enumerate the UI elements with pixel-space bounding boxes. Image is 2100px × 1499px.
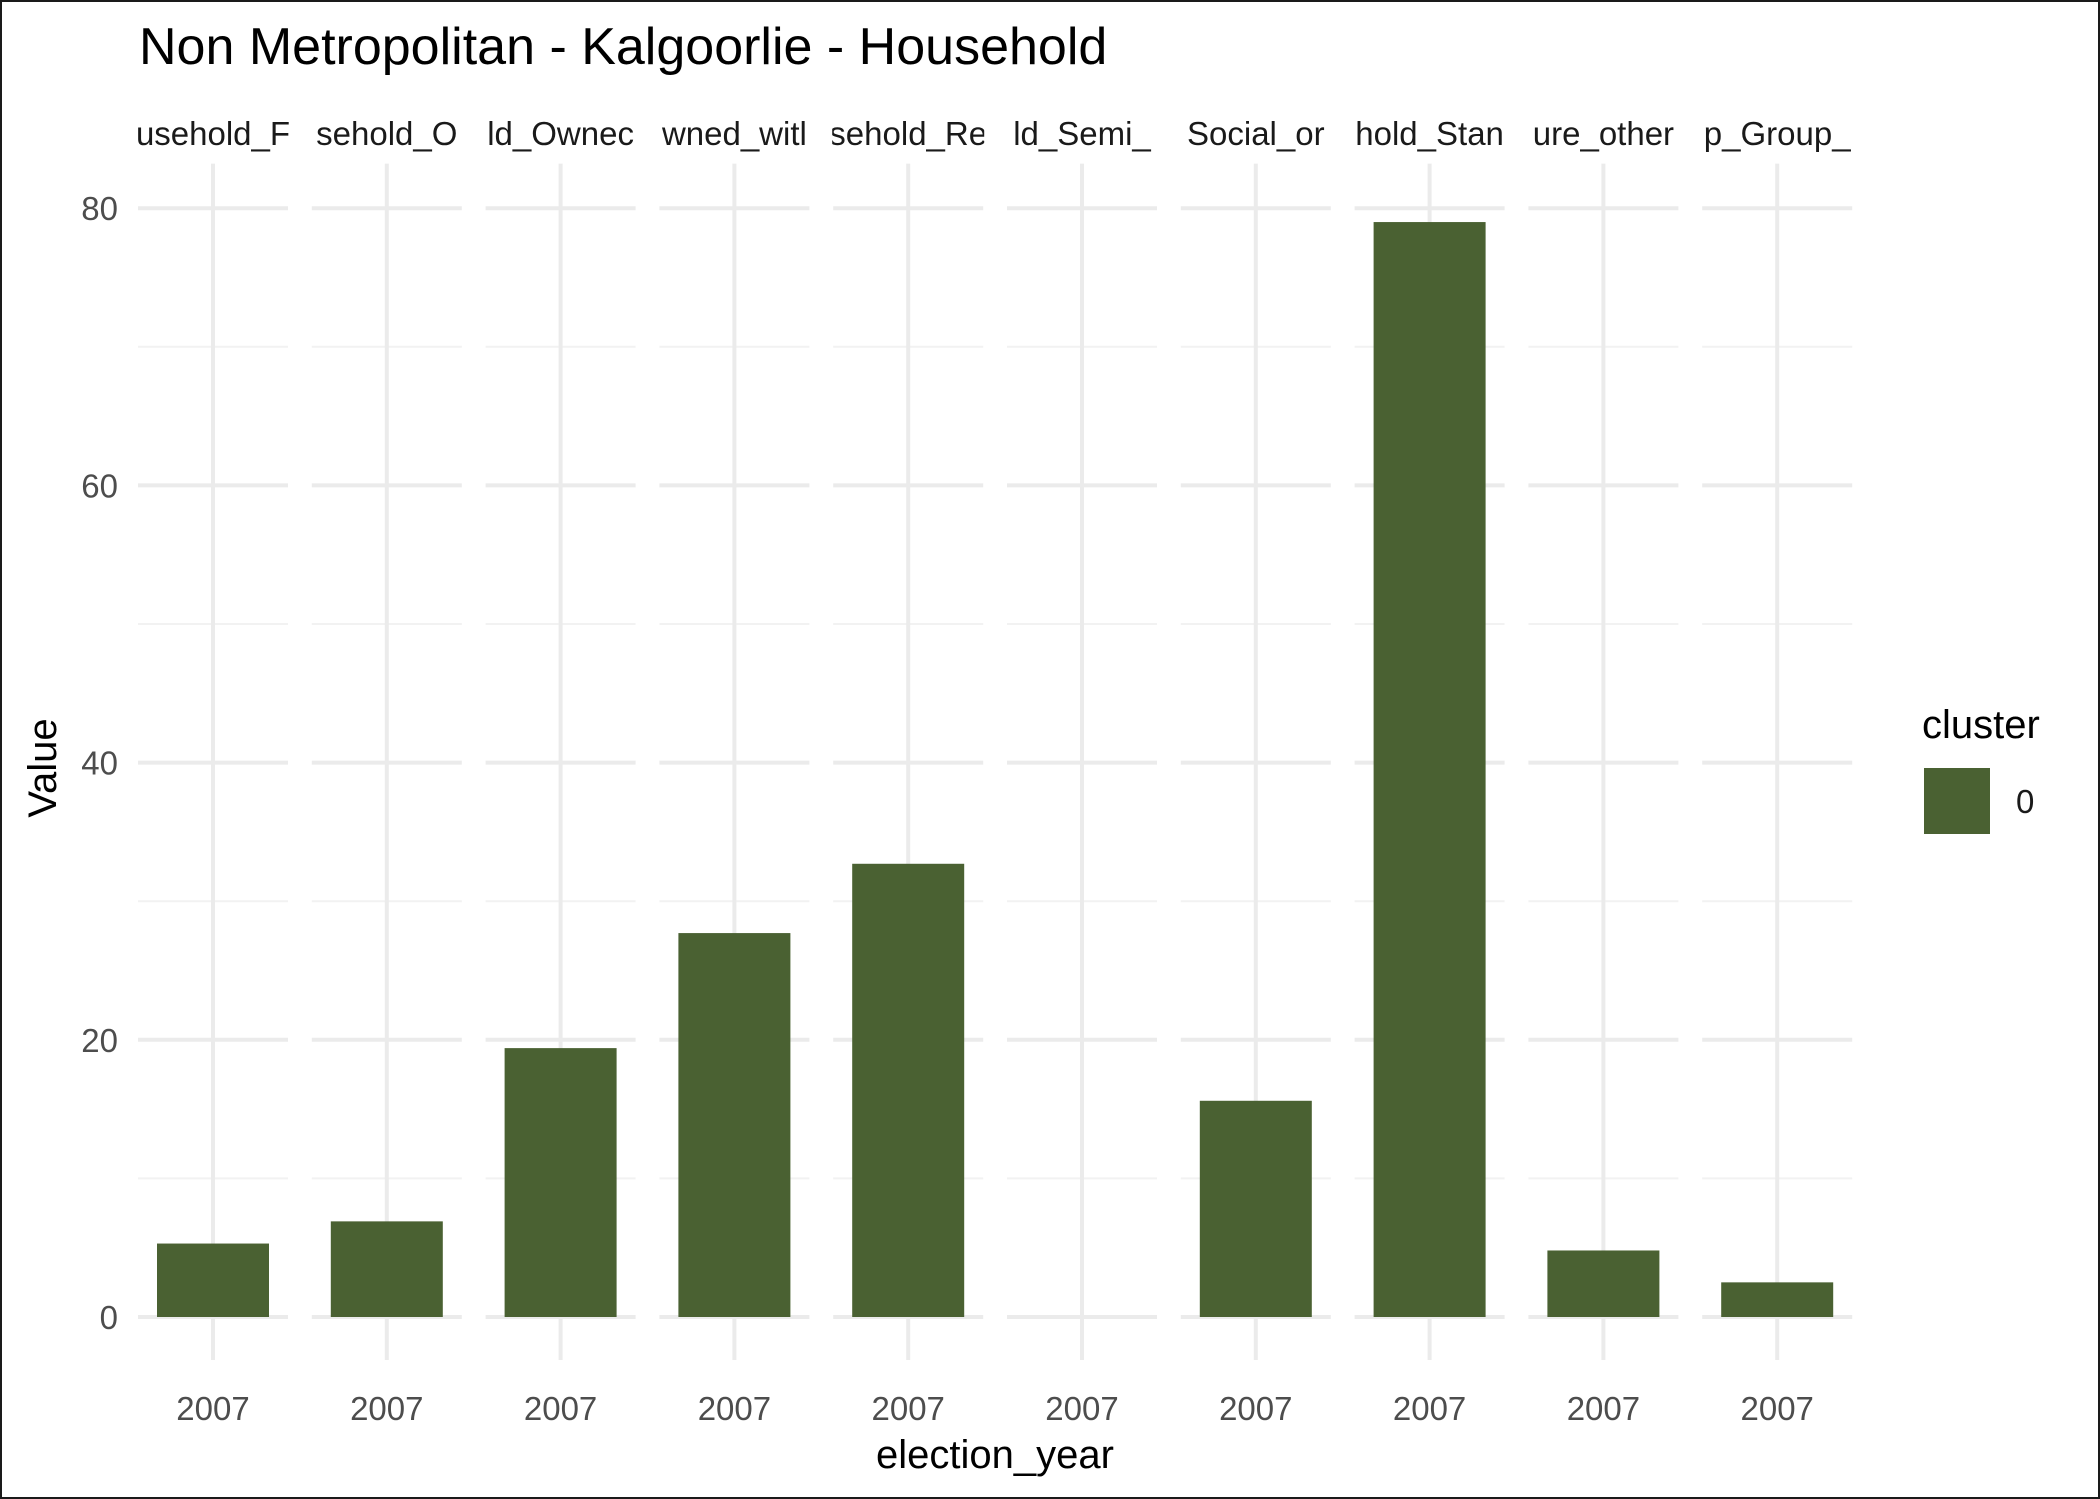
bar-2 — [504, 1048, 617, 1317]
x-tick-label-8: 2007 — [1567, 1390, 1640, 1427]
bars-layer — [157, 222, 1834, 1317]
x-tick-label-1: 2007 — [350, 1390, 423, 1427]
facet-strip-label-5: ld_Semi_ — [1013, 115, 1151, 152]
y-tick-label-20: 20 — [81, 1022, 118, 1059]
bar-7 — [1373, 222, 1486, 1317]
x-tick-label-7: 2007 — [1393, 1390, 1466, 1427]
bar-3 — [678, 933, 791, 1317]
x-axis-title: election_year — [876, 1433, 1114, 1477]
x-tick-label-6: 2007 — [1219, 1390, 1292, 1427]
chart-title: Non Metropolitan - Kalgoorlie - Househol… — [139, 18, 1107, 76]
legend-label-0: 0 — [2016, 783, 2034, 820]
bar-0 — [157, 1243, 269, 1317]
y-axis-ticks: 0 20 40 60 80 — [81, 190, 118, 1336]
legend-title: cluster — [1922, 703, 2040, 747]
y-axis-title: Value — [21, 718, 65, 817]
facet-strip-label-3: wned_witl — [661, 115, 807, 152]
y-tick-label-60: 60 — [81, 467, 118, 504]
y-tick-label-80: 80 — [81, 190, 118, 227]
y-tick-label-0: 0 — [100, 1299, 118, 1336]
x-tick-label-5: 2007 — [1045, 1390, 1118, 1427]
bar-6 — [1199, 1100, 1312, 1317]
legend: cluster 0 — [1922, 703, 2040, 834]
bar-4 — [852, 863, 965, 1317]
facet-strip-label-7: hold_Stan — [1355, 115, 1504, 152]
facet-strips: usehold_F sehold_O ld_Ownec wned_witl sehold… — [136, 115, 1851, 152]
x-tick-label-3: 2007 — [698, 1390, 771, 1427]
facet-strip-label-2: ld_Ownec — [487, 115, 634, 152]
facet-strip-label-8: ure_other — [1533, 115, 1674, 152]
bar-8 — [1547, 1250, 1660, 1317]
x-tick-label-2: 2007 — [524, 1390, 597, 1427]
facet-strip-label-1: sehold_O — [316, 115, 457, 152]
x-tick-label-4: 2007 — [871, 1390, 944, 1427]
facet-strip-label-4: sehold_Re — [829, 115, 987, 152]
x-axis-ticks: 2007 2007 2007 2007 2007 2007 2007 2007 2007 2007 — [176, 1390, 1814, 1427]
facet-strip-label-0: usehold_F — [136, 115, 290, 152]
facet-strip-label-6: Social_or — [1187, 115, 1325, 152]
x-tick-label-0: 2007 — [176, 1390, 249, 1427]
facet-strip-label-9: p_Group_ — [1704, 115, 1851, 152]
bar-9 — [1721, 1282, 1834, 1317]
bar-1 — [330, 1221, 443, 1317]
x-tick-label-9: 2007 — [1740, 1390, 1813, 1427]
legend-key-0 — [1924, 768, 1990, 834]
grid-layer — [138, 163, 1853, 1360]
y-tick-label-40: 40 — [81, 745, 118, 782]
